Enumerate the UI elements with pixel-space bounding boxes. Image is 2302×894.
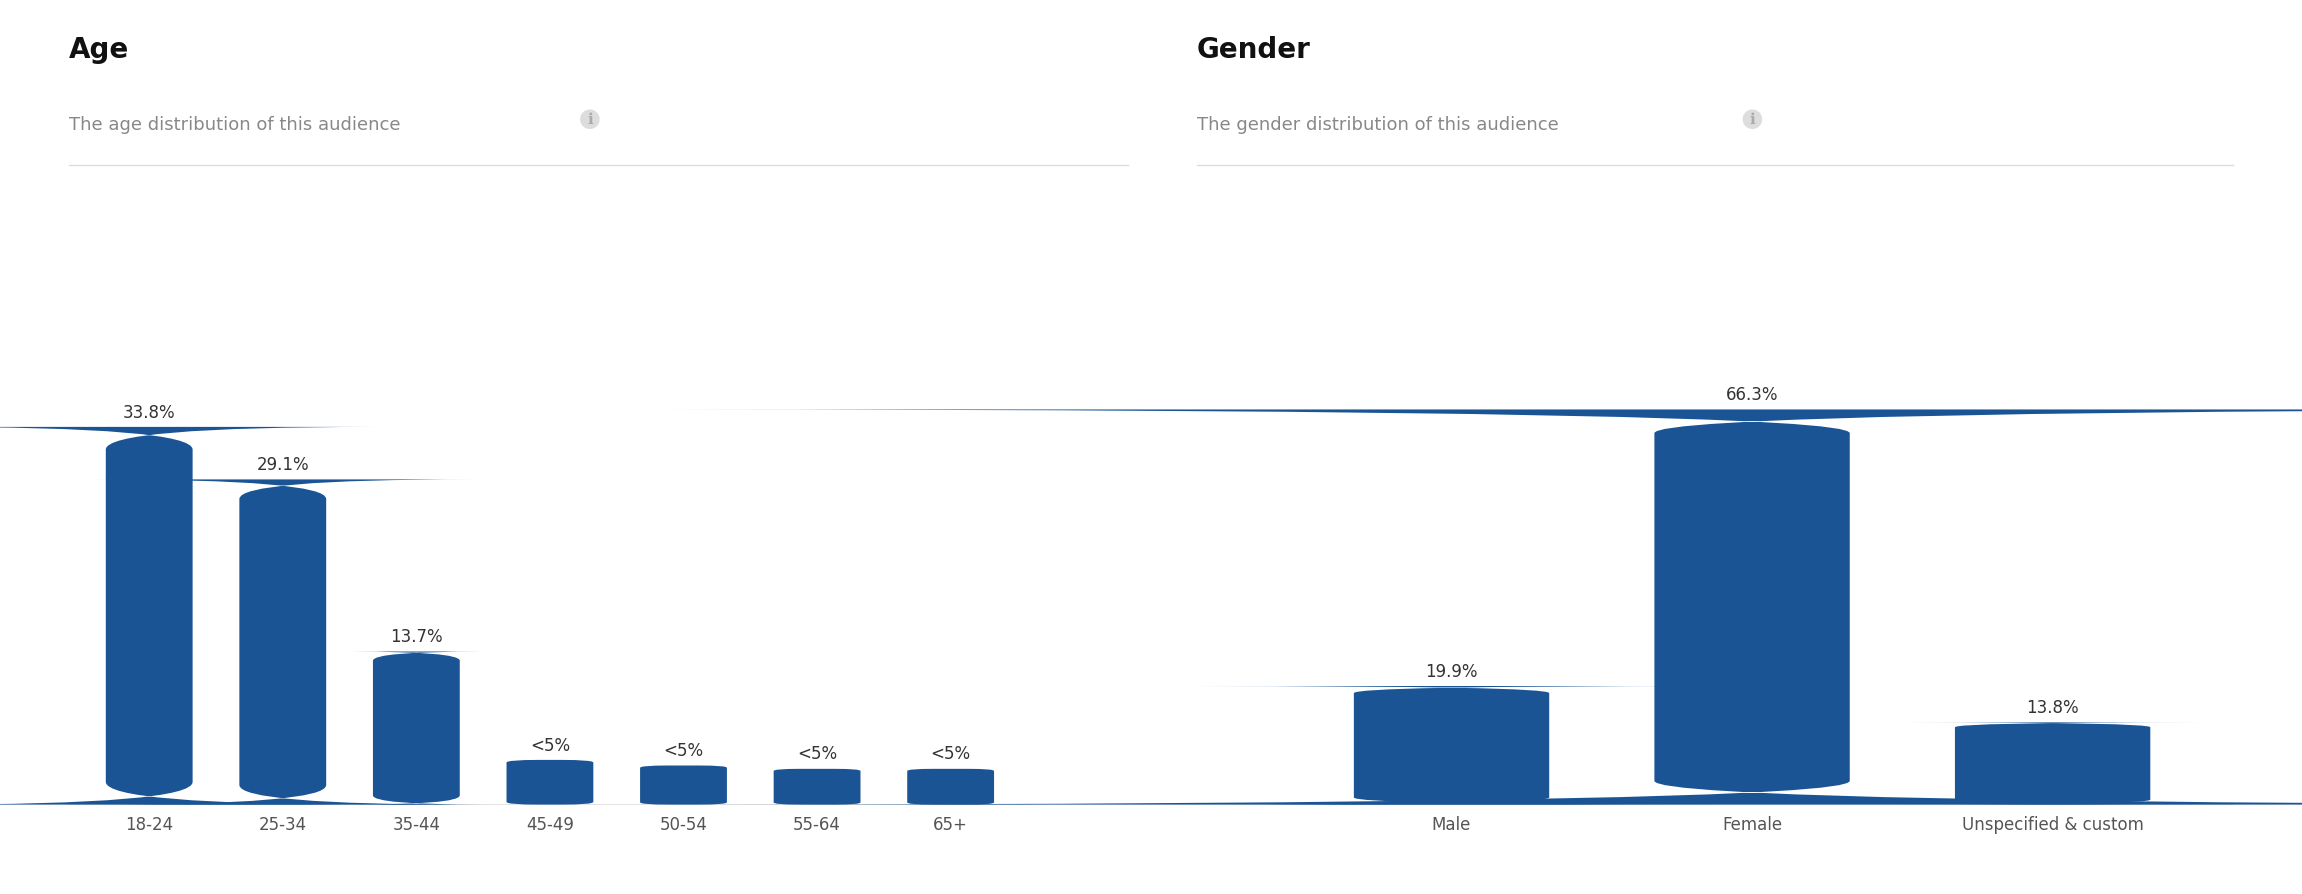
FancyBboxPatch shape <box>1190 686 1713 805</box>
FancyBboxPatch shape <box>907 769 994 805</box>
FancyBboxPatch shape <box>350 652 483 805</box>
Text: <5%: <5% <box>930 746 971 763</box>
Text: 19.9%: 19.9% <box>1425 662 1478 680</box>
FancyBboxPatch shape <box>773 769 861 805</box>
Text: 13.7%: 13.7% <box>389 628 442 646</box>
Text: ℹ: ℹ <box>1750 112 1754 127</box>
FancyBboxPatch shape <box>640 765 727 805</box>
FancyBboxPatch shape <box>506 760 594 805</box>
FancyBboxPatch shape <box>1901 722 2203 805</box>
Text: 66.3%: 66.3% <box>1726 386 1779 404</box>
Text: <5%: <5% <box>529 737 571 755</box>
Text: <5%: <5% <box>796 746 838 763</box>
FancyBboxPatch shape <box>0 427 378 805</box>
Text: ℹ: ℹ <box>587 112 592 127</box>
FancyBboxPatch shape <box>654 409 2302 805</box>
Text: The age distribution of this audience: The age distribution of this audience <box>69 116 401 134</box>
Text: 33.8%: 33.8% <box>122 403 175 422</box>
Text: <5%: <5% <box>663 742 704 760</box>
Text: The gender distribution of this audience: The gender distribution of this audience <box>1197 116 1558 134</box>
Text: Age: Age <box>69 36 129 63</box>
Text: Gender: Gender <box>1197 36 1310 63</box>
FancyBboxPatch shape <box>92 479 472 805</box>
Text: 29.1%: 29.1% <box>256 456 308 474</box>
Text: 13.8%: 13.8% <box>2026 699 2079 717</box>
